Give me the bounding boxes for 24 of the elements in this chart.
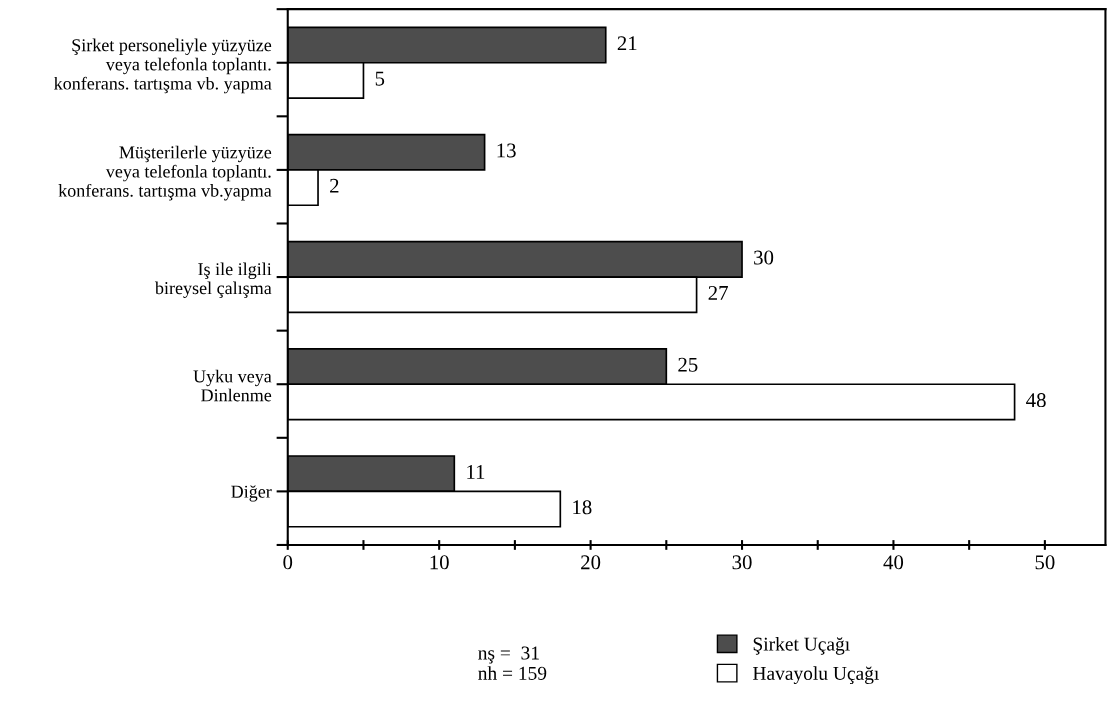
- legend-label: Şirket Uçağı: [753, 637, 850, 655]
- y-tick-label: Iş ile ilgili bireysel çalışma: [154, 262, 272, 298]
- data-label: 13: [497, 143, 516, 158]
- x-tick-label: 50: [1035, 555, 1055, 570]
- x-tick-label: 0: [283, 555, 293, 570]
- data-label: 18: [573, 500, 592, 515]
- data-label: 30: [754, 250, 774, 265]
- data-label: 11: [467, 464, 485, 479]
- x-tick-label: 20: [581, 555, 601, 570]
- data-label: 25: [678, 357, 698, 372]
- x-tick-label: 10: [430, 555, 449, 570]
- data-label: 2: [330, 178, 339, 193]
- y-tick-label: Müşterilerle yüzyüze veya telefonla toplantı. konferans. tartışma vb.yapma: [58, 145, 272, 201]
- x-tick-label: 30: [732, 555, 752, 570]
- legend-label: Havayolu Uçağı: [752, 666, 879, 684]
- y-tick-label: Diğer: [231, 485, 272, 502]
- data-label: 21: [617, 36, 637, 51]
- y-tick-label: Şirket personeliyle yüzyüze veya telefonla toplantı. konferans. tartışma vb. yapma: [54, 38, 272, 94]
- x-tick-label: 40: [883, 555, 904, 570]
- data-label: 27: [708, 285, 728, 300]
- data-label: 5: [375, 71, 385, 86]
- text: nş = 31 nh = 159: [478, 646, 547, 680]
- data-label: 48: [1026, 393, 1046, 408]
- y-tick-label: Uyku veya Dinlenme: [193, 369, 272, 402]
